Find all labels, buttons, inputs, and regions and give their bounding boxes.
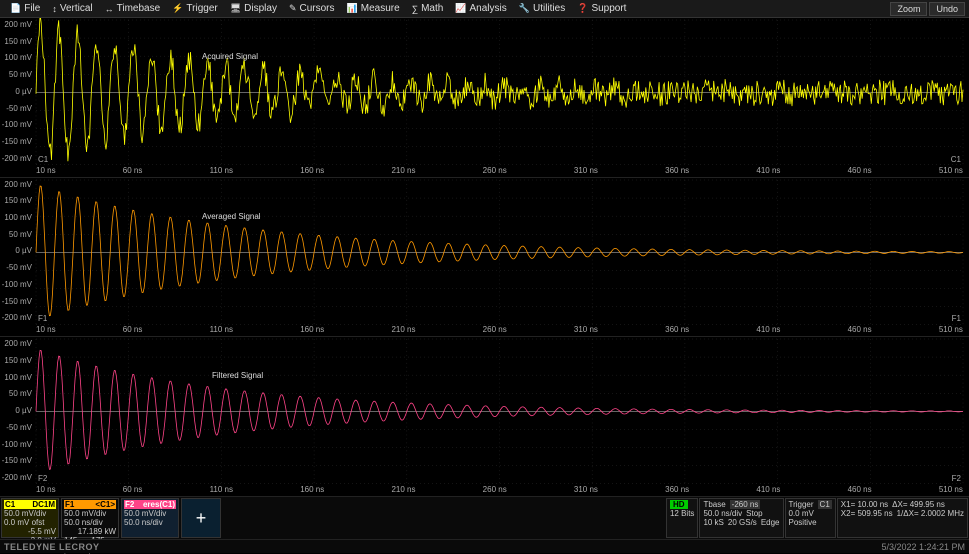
channel-box-f2[interactable]: F2eres(C1) 50.0 mV/div 50.0 ns/div bbox=[121, 498, 179, 538]
status-trigger[interactable]: TriggerC1 0.0 mV Positive bbox=[785, 498, 836, 538]
menu-analysis[interactable]: 📈Analysis bbox=[449, 1, 512, 16]
channel-box-c1[interactable]: C1DC1M 50.0 mV/div 0.0 mV ofst -5.5 mV 2… bbox=[1, 498, 59, 538]
menu-icon: ⚡ bbox=[172, 3, 183, 14]
waveform-panel-f1[interactable]: 200 mV150 mV100 mV50 mV0 µV-50 mV-100 mV… bbox=[0, 178, 969, 338]
menu-file[interactable]: 📄File bbox=[4, 1, 46, 16]
datetime-label: 5/3/2022 1:24:21 PM bbox=[881, 542, 965, 552]
menu-cursors[interactable]: ✎Cursors bbox=[283, 1, 341, 16]
menu-icon: ∑ bbox=[412, 4, 418, 14]
menu-display[interactable]: 🖥Display bbox=[224, 1, 283, 16]
plot-area: 200 mV150 mV100 mV50 mV0 µV-50 mV-100 mV… bbox=[0, 18, 969, 497]
menu-math[interactable]: ∑Math bbox=[406, 1, 450, 16]
status-cursors: X1= 10.00 nsΔX= 499.95 ns X2= 509.95 ns1… bbox=[837, 498, 968, 538]
brand-logo: TELEDYNE LECROY bbox=[4, 542, 100, 552]
menu-icon: 📈 bbox=[455, 3, 466, 14]
zoom-button[interactable]: Zoom bbox=[890, 2, 927, 16]
menu-utilities[interactable]: 🔧Utilities bbox=[513, 1, 571, 16]
waveform-panel-c1[interactable]: 200 mV150 mV100 mV50 mV0 µV-50 mV-100 mV… bbox=[0, 18, 969, 178]
bottom-panel: C1DC1M 50.0 mV/div 0.0 mV ofst -5.5 mV 2… bbox=[0, 497, 969, 539]
channel-box-f1[interactable]: F1<C1> 50.0 mV/div 50.0 ns/div 17.189 kW… bbox=[61, 498, 119, 538]
trace-label-f1: Averaged Signal bbox=[200, 212, 263, 221]
menu-icon: 📄 bbox=[10, 3, 21, 14]
plus-icon: + bbox=[196, 508, 207, 529]
trace-label-f2: Filtered Signal bbox=[210, 371, 265, 380]
menu-icon: ↔ bbox=[105, 4, 114, 14]
status-hd: HD 12 Bits bbox=[666, 498, 698, 538]
menu-timebase[interactable]: ↔Timebase bbox=[99, 1, 167, 16]
menu-icon: 📊 bbox=[347, 3, 358, 14]
menu-support[interactable]: ❓Support bbox=[571, 1, 632, 16]
add-measurement-button[interactable]: + bbox=[181, 498, 221, 538]
waveform-panel-f2[interactable]: 200 mV150 mV100 mV50 mV0 µV-50 mV-100 mV… bbox=[0, 337, 969, 497]
menu-icon: 🔧 bbox=[519, 3, 530, 14]
menu-vertical[interactable]: ↕Vertical bbox=[46, 1, 98, 16]
menu-measure[interactable]: 📊Measure bbox=[341, 1, 406, 16]
undo-button[interactable]: Undo bbox=[929, 2, 965, 16]
menubar: 📄File↕Vertical↔Timebase⚡Trigger🖥Display✎… bbox=[0, 0, 969, 18]
trace-label-c1: Acquired Signal bbox=[200, 52, 260, 61]
menu-trigger[interactable]: ⚡Trigger bbox=[166, 1, 224, 16]
menu-icon: ✎ bbox=[289, 3, 297, 14]
footer: TELEDYNE LECROY 5/3/2022 1:24:21 PM bbox=[0, 539, 969, 553]
menu-icon: ↕ bbox=[52, 4, 57, 14]
status-timebase[interactable]: Tbase-260 ns 50.0 ns/divStop 10 kS20 GS/… bbox=[699, 498, 783, 538]
menu-icon: 🖥 bbox=[230, 3, 241, 14]
menu-icon: ❓ bbox=[577, 3, 588, 14]
